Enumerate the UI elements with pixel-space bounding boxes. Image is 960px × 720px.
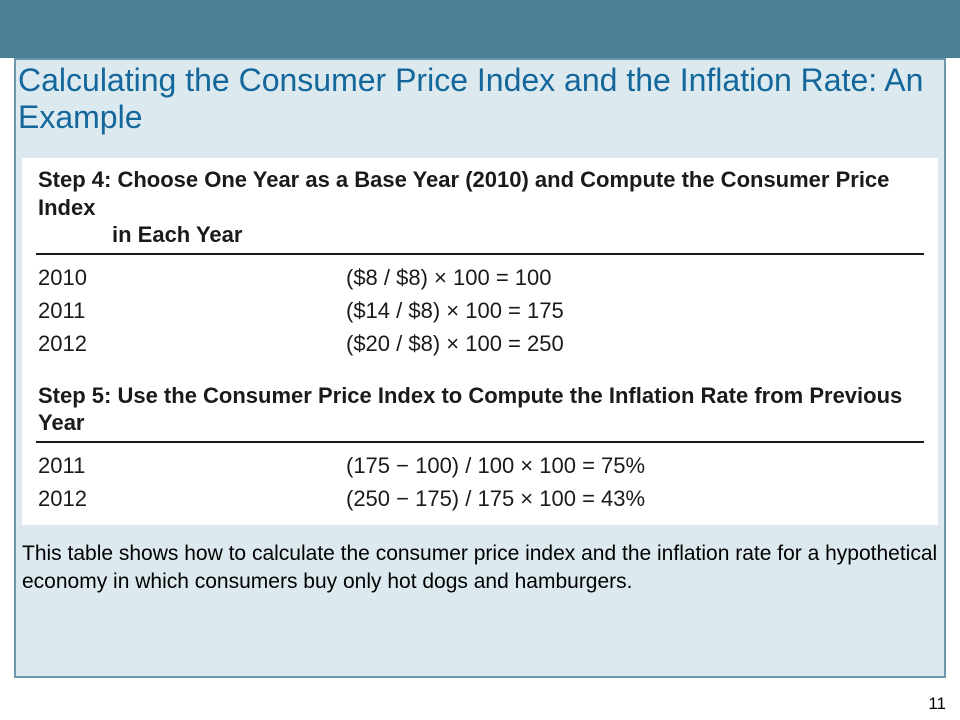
header-band: [0, 0, 960, 58]
calc-expr: ($8 / $8) × 100 = 100: [346, 261, 924, 294]
calc-year: 2011: [36, 449, 346, 482]
slide-title: Calculating the Consumer Price Index and…: [14, 62, 946, 136]
step-5-heading: Step 5: Use the Consumer Price Index to …: [36, 382, 924, 437]
step-5-rule: [36, 441, 924, 443]
step-4-rule: [36, 253, 924, 255]
calc-year: 2010: [36, 261, 346, 294]
page-number: 11: [928, 694, 946, 714]
step-5-heading-text: Step 5: Use the Consumer Price Index to …: [38, 383, 902, 436]
calc-year: 2012: [36, 482, 346, 515]
calc-expr: ($20 / $8) × 100 = 250: [346, 327, 924, 360]
calc-expr: (175 − 100) / 100 × 100 = 75%: [346, 449, 924, 482]
caption-text: This table shows how to calculate the co…: [22, 540, 938, 597]
step-4-heading-line2: in Each Year: [38, 221, 924, 249]
table-row: 2011 (175 − 100) / 100 × 100 = 75%: [36, 449, 924, 482]
calculation-panel: Step 4: Choose One Year as a Base Year (…: [22, 158, 938, 525]
table-row: 2012 (250 − 175) / 175 × 100 = 43%: [36, 482, 924, 515]
table-row: 2011 ($14 / $8) × 100 = 175: [36, 294, 924, 327]
step-4-heading: Step 4: Choose One Year as a Base Year (…: [36, 166, 924, 249]
table-row: 2010 ($8 / $8) × 100 = 100: [36, 261, 924, 294]
calc-year: 2012: [36, 327, 346, 360]
step-4-heading-line1: Step 4: Choose One Year as a Base Year (…: [38, 167, 889, 220]
table-row: 2012 ($20 / $8) × 100 = 250: [36, 327, 924, 360]
calc-expr: (250 − 175) / 175 × 100 = 43%: [346, 482, 924, 515]
calc-year: 2011: [36, 294, 346, 327]
calc-expr: ($14 / $8) × 100 = 175: [346, 294, 924, 327]
